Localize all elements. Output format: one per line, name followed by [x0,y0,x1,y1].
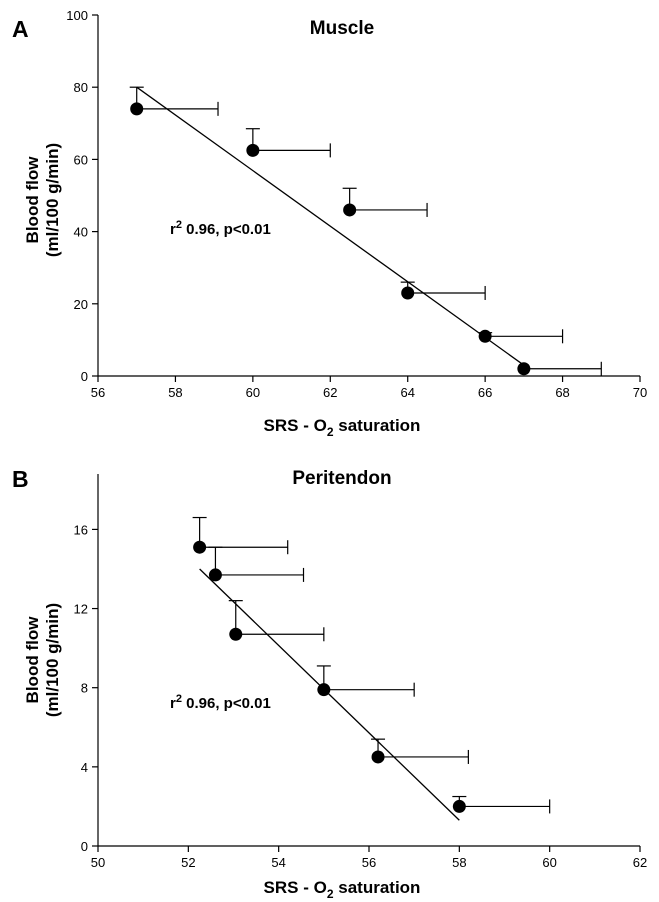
panel-a-x-tick-label: 70 [633,385,647,400]
panel-a-x-tick-label: 64 [400,385,414,400]
panel-b-xlabel-suffix: saturation [334,878,421,897]
panel-b-y-tick-label: 12 [74,602,88,617]
panel-b-y-tick-label: 8 [81,681,88,696]
panel-b-annotation-rest: 0.96, p<0.01 [182,695,271,712]
panel-b-regression-line [199,568,460,821]
panel-a-plot: 0 20 40 60 80 100 56 58 60 62 64 66 68 70 [66,8,647,400]
panel-a-x-tick-label: 60 [246,385,260,400]
panel-b-x-tick-label: 62 [633,855,647,870]
panel-b-annotation-r: r [170,695,176,712]
panel-a-xlabel: SRS - O2 saturation [264,416,421,439]
panel-b-xlabel-main: SRS - O [264,878,327,897]
panel-b-data-point [371,750,385,764]
panel-a-y-tick-label: 100 [66,8,88,23]
panel-b-annotation: r2 0.96, p<0.01 [170,693,271,712]
panel-b-data-point [229,627,243,641]
panel-a-x-tick-label: 56 [91,385,105,400]
panel-b-title: Peritendon [292,468,391,489]
panel-b-x-tick-label: 52 [181,855,195,870]
panel-a-data-point [246,143,260,157]
panel-a-y-tick-label: 0 [81,369,88,384]
panel-b-x-tick-label: 50 [91,855,105,870]
panel-b-ylabel: Blood flow (ml/100 g/min) [23,603,62,717]
panel-a-xlabel-sub: 2 [327,425,334,439]
panel-a-ylabel-line2: (ml/100 g/min) [43,143,62,257]
panel-a-x-tick-label: 62 [323,385,337,400]
panel-a-x-tick-label: 68 [555,385,569,400]
panel-a-x-tick-label: 58 [168,385,182,400]
panel-b-xlabel: SRS - O2 saturation [264,878,421,901]
panel-a-letter: A [12,16,29,42]
panel-b-data-point [317,683,331,697]
panel-a-data-point [517,362,531,376]
panel-b-plot: 0 4 8 12 16 50 52 54 56 58 60 62 [74,474,647,870]
panel-a-y-tick-label: 80 [74,80,88,95]
panel-b-x-tick-label: 60 [542,855,556,870]
panel-a-annotation-rest: 0.96, p<0.01 [182,221,271,238]
panel-a-y-tick-label: 40 [74,225,88,240]
panel-a-annotation-r: r [170,221,176,238]
panel-b-data-point [452,799,466,813]
panel-b-data-point [208,568,222,582]
panel-b-y-tick-label: 0 [81,839,88,854]
panel-b-ylabel-line1: Blood flow [23,616,42,704]
panel-b-letter: B [12,466,29,492]
panel-a-y-tick-label: 60 [74,152,88,167]
panel-a-ylabel: Blood flow (ml/100 g/min) [23,143,62,257]
panel-a-regression-line [136,86,525,366]
panel-b: B Peritendon Blood flow (ml/100 g/min) S… [12,466,647,901]
panel-a-xlabel-main: SRS - O [264,416,327,435]
panel-b-x-tick-label: 54 [271,855,285,870]
panel-a: A Muscle Blood flow (ml/100 g/min) SRS -… [12,8,647,439]
panel-a-ylabel-line1: Blood flow [23,156,42,244]
panel-b-x-tick-label: 56 [362,855,376,870]
panel-b-xlabel-sub: 2 [327,887,334,901]
panel-a-y-tick-label: 20 [74,297,88,312]
panel-a-data-point [478,329,492,343]
panel-b-x-tick-label: 58 [452,855,466,870]
panel-b-ylabel-line2: (ml/100 g/min) [43,603,62,717]
panel-a-annotation-sup: 2 [176,219,182,231]
panel-a-x-tick-label: 66 [478,385,492,400]
panel-a-data-point [343,203,357,217]
panel-a-data-point [401,286,415,300]
panel-a-data-point [130,102,144,116]
panel-b-annotation-sup: 2 [176,693,182,705]
panel-a-title: Muscle [310,18,374,39]
panel-b-y-tick-label: 16 [74,522,88,537]
panel-a-xlabel-suffix: saturation [334,416,421,435]
panel-b-y-tick-label: 4 [81,760,88,775]
panel-b-data-point [193,540,207,554]
panel-a-annotation: r2 0.96, p<0.01 [170,219,271,238]
